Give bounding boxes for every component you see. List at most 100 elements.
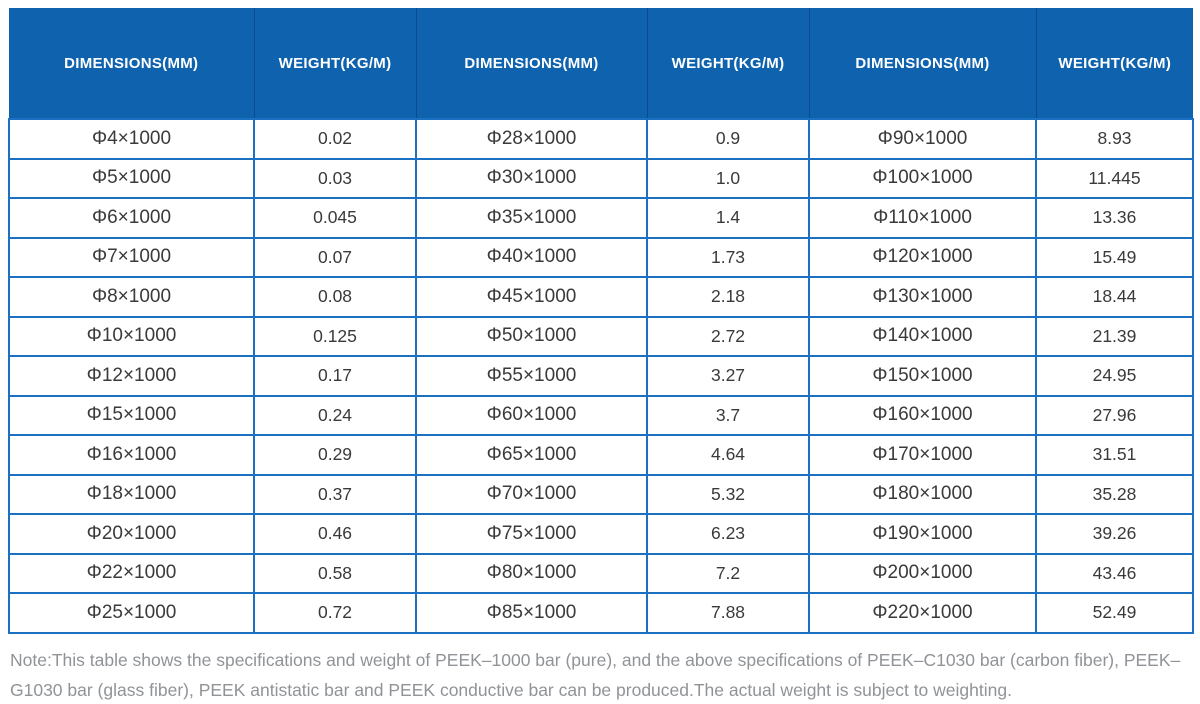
dimension-cell: Φ220×1000 bbox=[808, 592, 1037, 634]
dimension-cell: Φ60×1000 bbox=[415, 394, 648, 436]
dimension-cell: Φ75×1000 bbox=[415, 513, 648, 555]
weight-cell: 0.07 bbox=[253, 236, 417, 278]
dimension-cell: Φ160×1000 bbox=[808, 394, 1037, 436]
table-body: Φ4×1000 0.02 Φ28×1000 0.9 Φ90×1000 8.93 Φ5×100… bbox=[8, 118, 1194, 634]
weight-cell: 13.36 bbox=[1035, 197, 1194, 239]
spec-weight-table: DIMENSIONS(MM) WEIGHT(KG/M) DIMENSIONS(M… bbox=[8, 8, 1194, 634]
dimension-cell: Φ40×1000 bbox=[415, 236, 648, 278]
weight-cell: 1.73 bbox=[646, 236, 810, 278]
weight-cell: 0.37 bbox=[253, 473, 417, 515]
dimension-cell: Φ70×1000 bbox=[415, 473, 648, 515]
weight-cell: 0.9 bbox=[646, 118, 810, 160]
weight-cell: 7.2 bbox=[646, 552, 810, 594]
header-cell-dimensions-1: DIMENSIONS(MM) bbox=[9, 8, 254, 119]
dimension-cell: Φ8×1000 bbox=[8, 276, 255, 318]
dimension-cell: Φ28×1000 bbox=[415, 118, 648, 160]
dimension-cell: Φ16×1000 bbox=[8, 434, 255, 476]
weight-cell: 24.95 bbox=[1035, 355, 1194, 397]
dimension-cell: Φ120×1000 bbox=[808, 236, 1037, 278]
dimension-cell: Φ150×1000 bbox=[808, 355, 1037, 397]
dimension-cell: Φ20×1000 bbox=[8, 513, 255, 555]
dimension-cell: Φ170×1000 bbox=[808, 434, 1037, 476]
weight-cell: 0.03 bbox=[253, 157, 417, 199]
dimension-cell: Φ50×1000 bbox=[415, 315, 648, 357]
table-row: Φ4×1000 0.02 Φ28×1000 0.9 Φ90×1000 8.93 bbox=[8, 118, 1194, 160]
weight-cell: 27.96 bbox=[1035, 394, 1194, 436]
weight-cell: 0.17 bbox=[253, 355, 417, 397]
weight-cell: 0.08 bbox=[253, 276, 417, 318]
dimension-cell: Φ22×1000 bbox=[8, 552, 255, 594]
dimension-cell: Φ190×1000 bbox=[808, 513, 1037, 555]
dimension-cell: Φ7×1000 bbox=[8, 236, 255, 278]
dimension-cell: Φ30×1000 bbox=[415, 157, 648, 199]
dimension-cell: Φ15×1000 bbox=[8, 394, 255, 436]
weight-cell: 1.0 bbox=[646, 157, 810, 199]
weight-cell: 4.64 bbox=[646, 434, 810, 476]
table-row: Φ25×1000 0.72 Φ85×1000 7.88 Φ220×1000 52.49 bbox=[8, 592, 1194, 634]
dimension-cell: Φ130×1000 bbox=[808, 276, 1037, 318]
weight-cell: 5.32 bbox=[646, 473, 810, 515]
weight-cell: 43.46 bbox=[1035, 552, 1194, 594]
weight-cell: 7.88 bbox=[646, 592, 810, 634]
weight-cell: 0.125 bbox=[253, 315, 417, 357]
header-cell-weight-1: WEIGHT(KG/M) bbox=[253, 8, 416, 119]
weight-cell: 3.7 bbox=[646, 394, 810, 436]
weight-cell: 18.44 bbox=[1035, 276, 1194, 318]
header-row: DIMENSIONS(MM) WEIGHT(KG/M) DIMENSIONS(M… bbox=[9, 8, 1193, 119]
table-row: Φ18×1000 0.37 Φ70×1000 5.32 Φ180×1000 35.28 bbox=[8, 473, 1194, 515]
table-header: DIMENSIONS(MM) WEIGHT(KG/M) DIMENSIONS(M… bbox=[9, 8, 1193, 119]
weight-cell: 11.445 bbox=[1035, 157, 1194, 199]
table-row: Φ8×1000 0.08 Φ45×1000 2.18 Φ130×1000 18.44 bbox=[8, 276, 1194, 318]
weight-cell: 6.23 bbox=[646, 513, 810, 555]
dimension-cell: Φ200×1000 bbox=[808, 552, 1037, 594]
weight-cell: 2.72 bbox=[646, 315, 810, 357]
dimension-cell: Φ65×1000 bbox=[415, 434, 648, 476]
dimension-cell: Φ6×1000 bbox=[8, 197, 255, 239]
dimension-cell: Φ110×1000 bbox=[808, 197, 1037, 239]
dimension-cell: Φ25×1000 bbox=[8, 592, 255, 634]
dimension-cell: Φ85×1000 bbox=[415, 592, 648, 634]
weight-cell: 1.4 bbox=[646, 197, 810, 239]
weight-cell: 31.51 bbox=[1035, 434, 1194, 476]
dimension-cell: Φ12×1000 bbox=[8, 355, 255, 397]
table-row: Φ22×1000 0.58 Φ80×1000 7.2 Φ200×1000 43.46 bbox=[8, 552, 1194, 594]
table-row: Φ6×1000 0.045 Φ35×1000 1.4 Φ110×1000 13.36 bbox=[8, 197, 1194, 239]
dimension-cell: Φ18×1000 bbox=[8, 473, 255, 515]
weight-cell: 0.72 bbox=[253, 592, 417, 634]
weight-cell: 15.49 bbox=[1035, 236, 1194, 278]
weight-cell: 0.46 bbox=[253, 513, 417, 555]
weight-cell: 0.045 bbox=[253, 197, 417, 239]
weight-cell: 21.39 bbox=[1035, 315, 1194, 357]
table-row: Φ15×1000 0.24 Φ60×1000 3.7 Φ160×1000 27.96 bbox=[8, 394, 1194, 436]
dimension-cell: Φ45×1000 bbox=[415, 276, 648, 318]
dimension-cell: Φ5×1000 bbox=[8, 157, 255, 199]
table-row: Φ20×1000 0.46 Φ75×1000 6.23 Φ190×1000 39.26 bbox=[8, 513, 1194, 555]
dimension-cell: Φ4×1000 bbox=[8, 118, 255, 160]
header-cell-dimensions-2: DIMENSIONS(MM) bbox=[415, 8, 647, 119]
dimension-cell: Φ100×1000 bbox=[808, 157, 1037, 199]
table-row: Φ10×1000 0.125 Φ50×1000 2.72 Φ140×1000 21.39 bbox=[8, 315, 1194, 357]
dimension-cell: Φ80×1000 bbox=[415, 552, 648, 594]
weight-cell: 52.49 bbox=[1035, 592, 1194, 634]
weight-cell: 8.93 bbox=[1035, 118, 1194, 160]
weight-cell: 3.27 bbox=[646, 355, 810, 397]
weight-cell: 0.29 bbox=[253, 434, 417, 476]
dimension-cell: Φ10×1000 bbox=[8, 315, 255, 357]
table-row: Φ16×1000 0.29 Φ65×1000 4.64 Φ170×1000 31.51 bbox=[8, 434, 1194, 476]
footnote: Note:This table shows the specifications… bbox=[10, 649, 1181, 700]
weight-cell: 0.58 bbox=[253, 552, 417, 594]
weight-cell: 0.02 bbox=[253, 118, 417, 160]
dimension-cell: Φ55×1000 bbox=[415, 355, 648, 397]
dimension-cell: Φ35×1000 bbox=[415, 197, 648, 239]
header-cell-dimensions-3: DIMENSIONS(MM) bbox=[808, 8, 1036, 119]
table-row: Φ5×1000 0.03 Φ30×1000 1.0 Φ100×1000 11.445 bbox=[8, 157, 1194, 199]
weight-cell: 2.18 bbox=[646, 276, 810, 318]
weight-cell: 0.24 bbox=[253, 394, 417, 436]
header-cell-weight-3: WEIGHT(KG/M) bbox=[1035, 8, 1193, 119]
weight-cell: 35.28 bbox=[1035, 473, 1194, 515]
header-cell-weight-2: WEIGHT(KG/M) bbox=[646, 8, 809, 119]
table-row: Φ7×1000 0.07 Φ40×1000 1.73 Φ120×1000 15.49 bbox=[8, 236, 1194, 278]
table-row: Φ12×1000 0.17 Φ55×1000 3.27 Φ150×1000 24.95 bbox=[8, 355, 1194, 397]
dimension-cell: Φ180×1000 bbox=[808, 473, 1037, 515]
